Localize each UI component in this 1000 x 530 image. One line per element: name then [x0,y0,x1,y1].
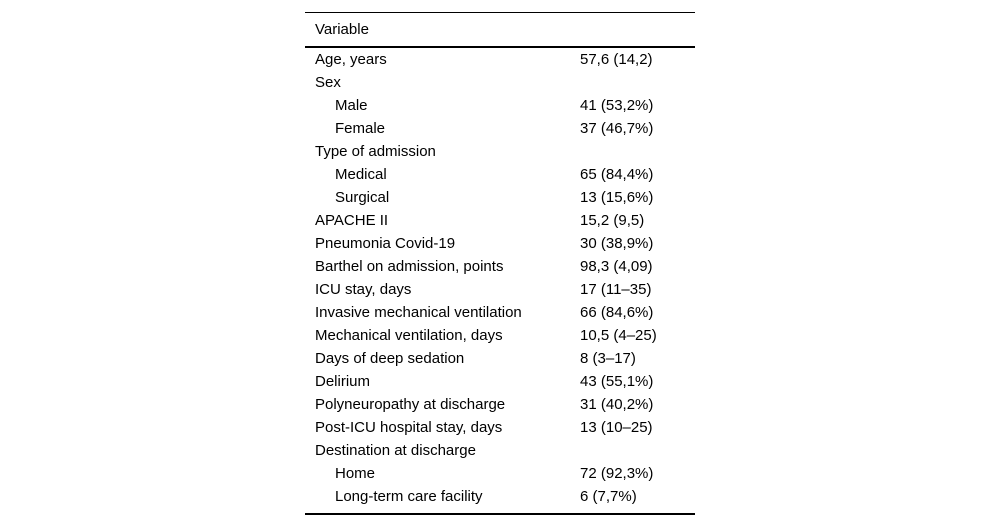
row-value: 98,3 (4,09) [580,258,653,275]
table-row: APACHE II 15,2 (9,5) [305,209,695,232]
row-label: Home [335,465,376,482]
table-header-variable: Variable [315,21,369,38]
table-header-row: Variable [305,13,695,46]
row-label: Days of deep sedation [315,350,465,367]
row-label: Mechanical ventilation, days [315,327,503,344]
table-row: Home 72 (92,3%) [305,462,695,485]
row-value: 13 (15,6%) [580,189,654,206]
row-label: Post-ICU hospital stay, days [315,419,503,436]
table-row: Medical 65 (84,4%) [305,163,695,186]
row-label: Surgical [335,189,390,206]
row-value: 13 (10–25) [580,419,653,436]
row-value: 15,2 (9,5) [580,212,645,229]
table-row: Pneumonia Covid-19 30 (38,9%) [305,232,695,255]
table-row: Long-term care facility 6 (7,7%) [305,485,695,508]
table-row: Invasive mechanical ventilation 66 (84,6%… [305,301,695,324]
table-row: Female 37 (46,7%) [305,117,695,140]
table-row: Barthel on admission, points 98,3 (4,09) [305,255,695,278]
row-label: Delirium [315,373,371,390]
row-label: Long-term care facility [335,488,483,505]
row-value: 10,5 (4–25) [580,327,657,344]
table-row: Sex [305,71,695,94]
row-label: Pneumonia Covid-19 [315,235,456,252]
row-label: Type of admission [315,143,436,160]
row-value: 6 (7,7%) [580,488,637,505]
row-label: ICU stay, days [315,281,412,298]
row-value: 31 (40,2%) [580,396,654,413]
table-row: Age, years 57,6 (14,2) [305,48,695,71]
characteristics-table: Variable Age, years 57,6 (14,2) Sex Male 41 … [305,12,695,515]
table-row: Male 41 (53,2%) [305,94,695,117]
row-label: Male [335,97,368,114]
row-label: Polyneuropathy at discharge [315,396,506,413]
row-label: Invasive mechanical ventilation [315,304,522,321]
row-value: 72 (92,3%) [580,465,654,482]
row-label: Female [335,120,386,137]
row-value: 17 (11–35) [580,281,652,298]
table-row: Surgical 13 (15,6%) [305,186,695,209]
table-row: Destination at discharge [305,439,695,462]
table-row: Days of deep sedation 8 (3–17) [305,347,695,370]
table-bottom-rule [305,513,695,515]
row-label: APACHE II [315,212,389,229]
row-value: 57,6 (14,2) [580,51,653,68]
row-label: Medical [335,166,387,183]
table-row: Type of admission [305,140,695,163]
row-value: 30 (38,9%) [580,235,654,252]
row-label: Age, years [315,51,387,68]
row-label: Sex [315,74,341,91]
table-top-rule [305,12,695,13]
row-label: Barthel on admission, points [315,258,504,275]
table-row: ICU stay, days 17 (11–35) [305,278,695,301]
table-rows: Age, years 57,6 (14,2) Sex Male 41 (53,2%) Fe… [305,48,695,513]
table-row: Polyneuropathy at discharge 31 (40,2%) [305,393,695,416]
table-header-rule [305,46,695,48]
row-value: 41 (53,2%) [580,97,654,114]
table-row: Delirium 43 (55,1%) [305,370,695,393]
row-value: 65 (84,4%) [580,166,654,183]
row-value: 37 (46,7%) [580,120,654,137]
row-value: 8 (3–17) [580,350,636,367]
row-value: 66 (84,6%) [580,304,654,321]
table-row: Post-ICU hospital stay, days 13 (10–25) [305,416,695,439]
table-row: Mechanical ventilation, days 10,5 (4–25) [305,324,695,347]
row-value: 43 (55,1%) [580,373,654,390]
row-label: Destination at discharge [315,442,476,459]
